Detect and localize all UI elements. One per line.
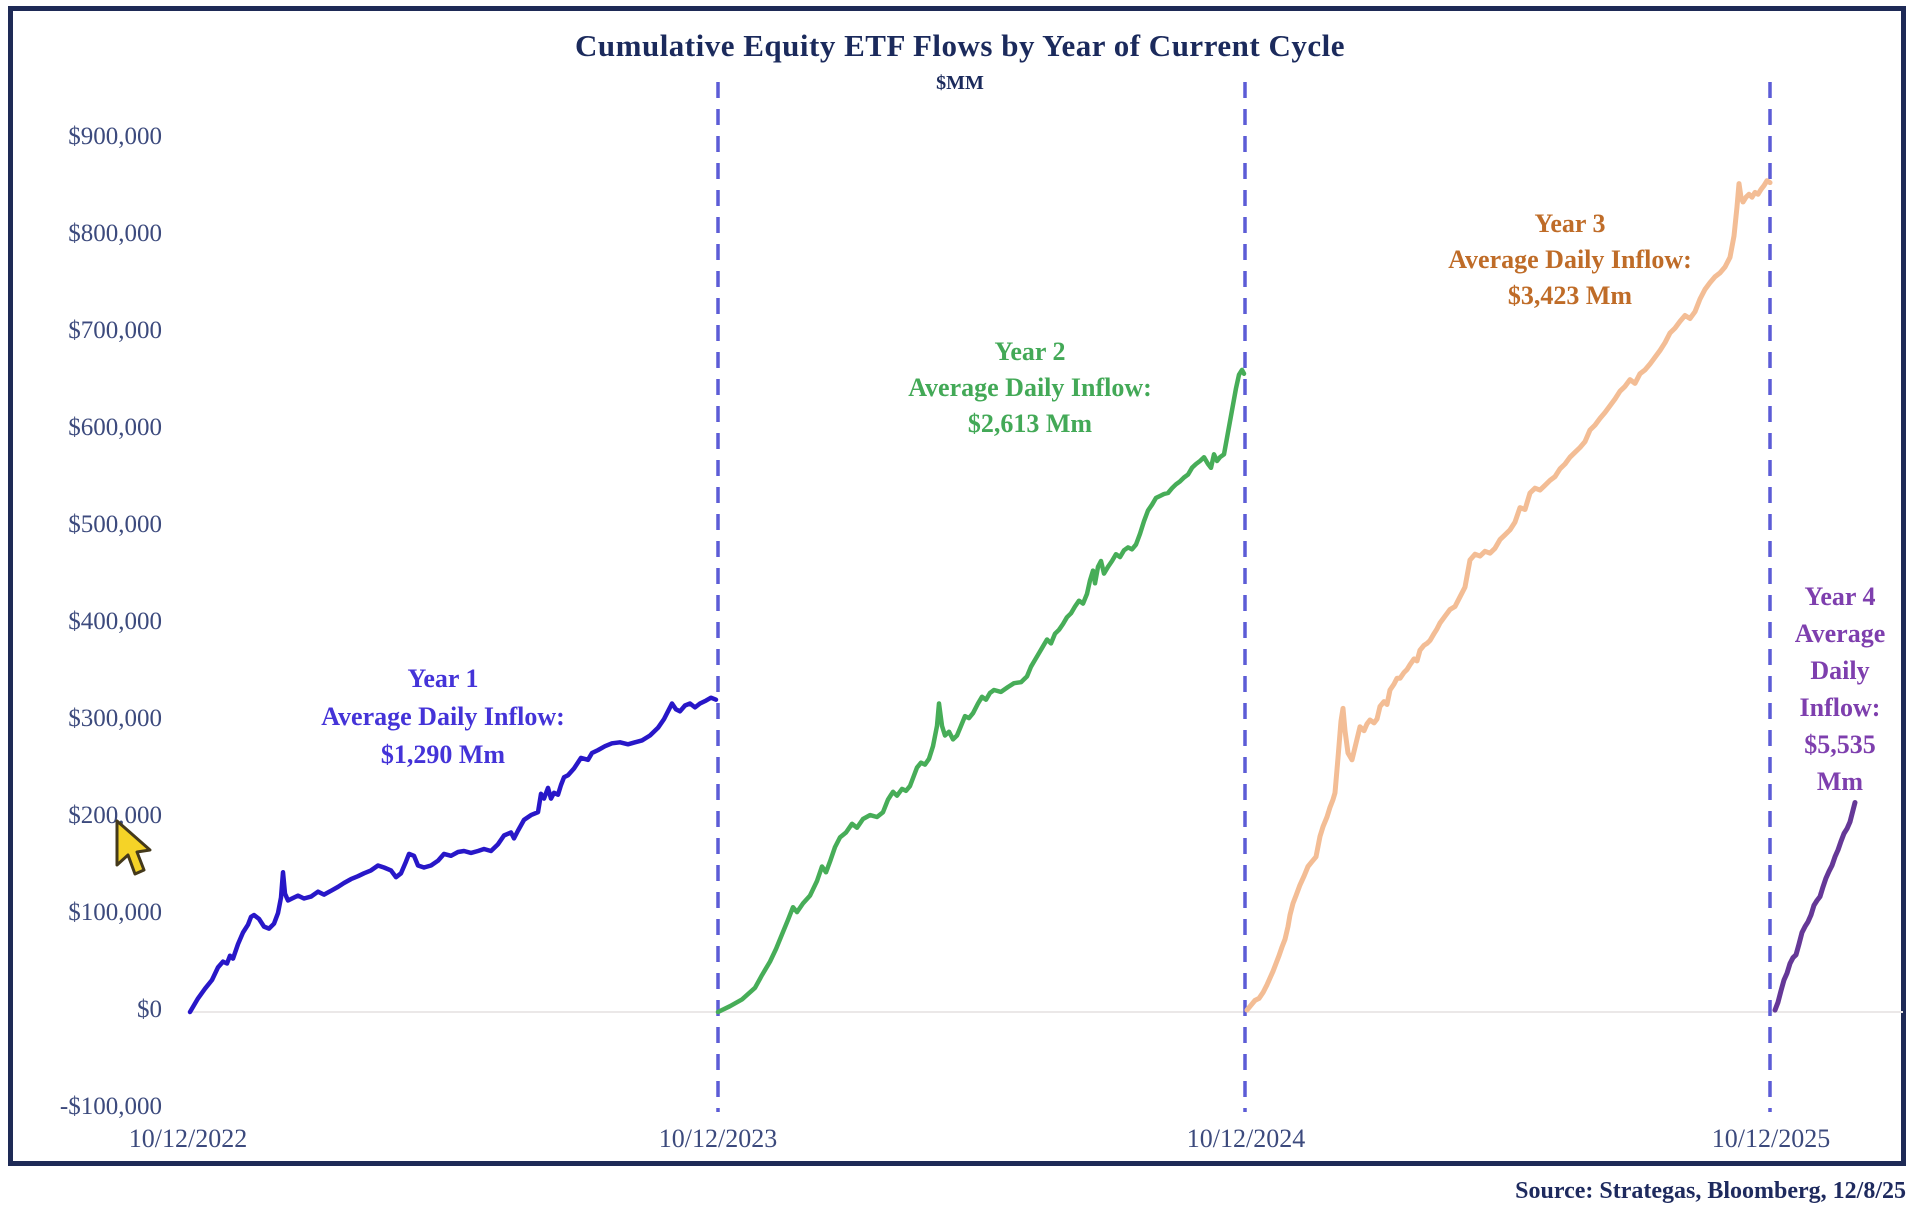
y-axis-tick-label: $0 — [137, 996, 162, 1023]
y-axis-tick-label: $300,000 — [68, 705, 162, 732]
y-axis-tick-label: $700,000 — [68, 317, 162, 344]
y-axis-tick-label: $600,000 — [68, 414, 162, 441]
year-1-annotation: Year 1 Average Daily Inflow: $1,290 Mm — [143, 660, 743, 774]
annotation-line: Average Daily Inflow: — [1448, 245, 1692, 274]
annotation-line: $2,613 Mm — [967, 409, 1093, 438]
chart-units-label: $MM — [936, 72, 984, 94]
y-axis-tick-label: $100,000 — [68, 899, 162, 926]
year-3-annotation: Year 3 Average Daily Inflow: $3,423 Mm — [1270, 206, 1870, 314]
mouse-cursor — [115, 819, 152, 876]
chart-title: Cumulative Equity ETF Flows by Year of C… — [575, 28, 1345, 63]
y-axis-tick-label: $200,000 — [68, 802, 162, 829]
y-axis-tick-label: $500,000 — [68, 511, 162, 538]
year-2-line — [715, 367, 1247, 1015]
annotation-line: Year 3 — [1534, 209, 1606, 238]
y-axis-tick-label: $800,000 — [68, 220, 162, 247]
y-axis-tick-label: $900,000 — [68, 123, 162, 150]
annotation-line: Daily — [1810, 656, 1870, 685]
annotation-line: Average — [1794, 619, 1886, 648]
x-axis-tick-label: 10/12/2024 — [1186, 1124, 1306, 1153]
source-credit: Source: Strategas, Bloomberg, 12/8/25 — [1515, 1178, 1906, 1204]
chart-frame — [8, 6, 1906, 1166]
x-axis-tick-label: 10/12/2023 — [658, 1124, 778, 1153]
x-axis-tick-label: 10/12/2025 — [1711, 1124, 1831, 1153]
annotation-line: Year 4 — [1804, 582, 1876, 611]
year-1-line — [187, 695, 719, 1015]
annotation-line: $1,290 Mm — [380, 740, 506, 769]
year-4-annotation: Year 4 Average Daily Inflow: $5,535 Mm — [1540, 578, 1920, 800]
annotation-line: Inflow: — [1799, 693, 1881, 722]
annotation-line: $5,535 — [1804, 730, 1876, 759]
y-axis-tick-label: -$100,000 — [59, 1093, 162, 1120]
annotation-line: Year 1 — [407, 664, 479, 693]
annotation-line: Average Daily Inflow: — [321, 702, 565, 731]
annotation-line: $3,423 Mm — [1507, 281, 1633, 310]
year-4-line — [1772, 800, 1858, 1013]
y-axis-tick-label: $400,000 — [68, 608, 162, 635]
year-2-annotation: Year 2 Average Daily Inflow: $2,613 Mm — [730, 334, 1330, 442]
x-axis-tick-label: 10/12/2022 — [128, 1124, 248, 1153]
annotation-line: Average Daily Inflow: — [908, 373, 1152, 402]
annotation-line: Mm — [1816, 767, 1864, 796]
year-3-line — [1244, 178, 1773, 1013]
annotation-line: Year 2 — [994, 337, 1066, 366]
